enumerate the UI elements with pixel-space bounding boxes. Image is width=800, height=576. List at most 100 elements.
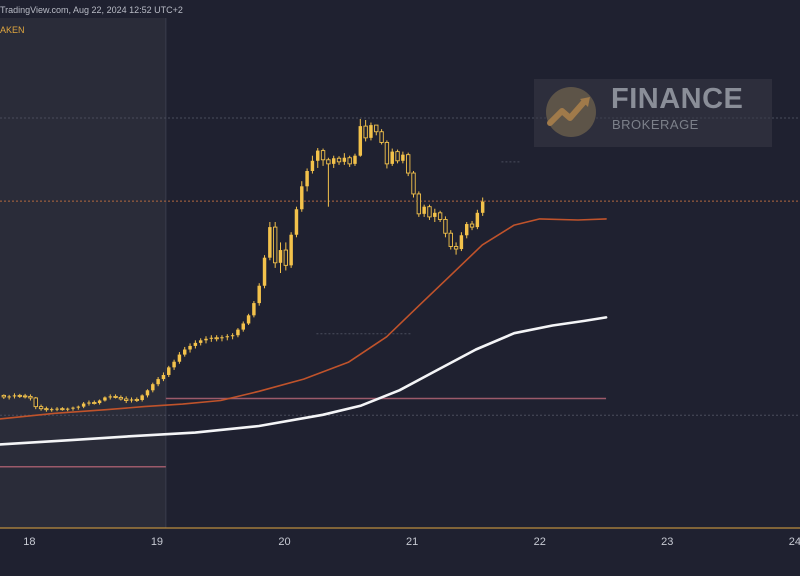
candle-body (331, 158, 336, 164)
candle-body (140, 395, 144, 400)
candle-body (268, 227, 272, 258)
candle-body (379, 131, 384, 143)
watermark: FINANCE BROKERAGE (534, 79, 772, 147)
candle-body (395, 151, 400, 162)
candle-body (17, 394, 22, 397)
watermark-sub: BROKERAGE (612, 117, 699, 132)
candle-body (129, 399, 134, 401)
candle-body (230, 335, 235, 337)
candle-body (320, 150, 326, 161)
ma-long-line (0, 316, 608, 446)
x-tick-label: 23 (661, 536, 674, 548)
candle-body (97, 400, 102, 404)
candle-body (316, 150, 320, 161)
candle-body (113, 395, 118, 398)
candle-body (305, 171, 309, 187)
candle-body (193, 342, 198, 346)
candle-body (103, 397, 107, 401)
x-tick-label: 24 (788, 536, 800, 548)
candle-body (480, 201, 485, 213)
exchange-label: AKEN (0, 25, 25, 35)
candle-body (257, 285, 261, 304)
candle-body (12, 395, 17, 397)
candle-body (342, 157, 347, 162)
candle-body (459, 235, 464, 250)
candle-body (453, 246, 459, 250)
candle-body (241, 323, 245, 330)
candle-body (28, 395, 33, 399)
candle-body (300, 186, 304, 210)
candle-body (294, 209, 299, 235)
candle-body (172, 361, 176, 368)
candle-body (134, 399, 140, 401)
candle-body (55, 408, 59, 410)
candle-body (198, 340, 203, 343)
candle-body (406, 154, 411, 174)
candle-body (416, 193, 422, 215)
x-tick-label: 22 (533, 536, 546, 548)
candle-body (1, 394, 7, 398)
candle-body (326, 159, 331, 165)
candle-body (81, 403, 86, 407)
watermark-brand: FINANCE (611, 83, 744, 115)
x-tick-label: 20 (278, 536, 291, 548)
candle-body (390, 151, 394, 164)
x-tick-label: 19 (150, 536, 164, 548)
candle-body (422, 206, 426, 214)
candle-body (401, 154, 405, 161)
candle-body (182, 349, 187, 355)
candle-body (262, 257, 267, 286)
candle-body (433, 212, 437, 217)
candle-body (448, 232, 453, 247)
candle-body (358, 126, 363, 156)
candle-body (188, 345, 192, 350)
candle-body (76, 406, 81, 408)
candle-body (283, 249, 288, 266)
candle-body (384, 141, 390, 165)
candle-body (353, 155, 357, 164)
candle-body (161, 375, 166, 380)
candle-body (87, 402, 91, 404)
candle-body (363, 125, 368, 139)
candle-body (118, 396, 124, 400)
candle-body (22, 395, 28, 398)
candle-body (347, 157, 352, 165)
candle-body (167, 367, 171, 375)
candle-body (124, 398, 129, 401)
candle-body (225, 336, 230, 338)
x-tick-label: 21 (405, 536, 419, 548)
candle-body (108, 396, 112, 398)
candle-body (65, 408, 70, 410)
candle-body (214, 337, 219, 340)
x-tick-label: 18 (23, 536, 36, 548)
candle-body (310, 160, 315, 171)
candle-body (204, 338, 208, 341)
candle-body (145, 390, 150, 396)
candle-body (220, 337, 224, 339)
candle-body (427, 206, 432, 218)
candle-body (44, 408, 49, 411)
candle-body (369, 125, 373, 138)
candle-body (278, 250, 283, 263)
candle-body (71, 407, 75, 409)
candle-body (49, 409, 54, 411)
candle-body (475, 212, 480, 228)
candle-body (33, 397, 38, 408)
candle-body (60, 408, 65, 411)
candle-body (156, 379, 160, 385)
candle-body (7, 396, 11, 398)
candle-body (92, 402, 97, 404)
candle-body (38, 406, 44, 410)
candle-body (252, 303, 256, 316)
ma-short-line (0, 218, 607, 420)
candle-body (177, 354, 182, 362)
candle-body (374, 124, 379, 133)
finance-logo-icon (546, 87, 596, 137)
candle-body (246, 315, 251, 324)
candle-body (236, 329, 240, 336)
chart-source-header: TradingView.com, Aug 22, 2024 12:52 UTC+… (0, 5, 183, 15)
candle-body (411, 172, 416, 195)
candle-body (443, 218, 448, 234)
session-shade (0, 18, 166, 528)
